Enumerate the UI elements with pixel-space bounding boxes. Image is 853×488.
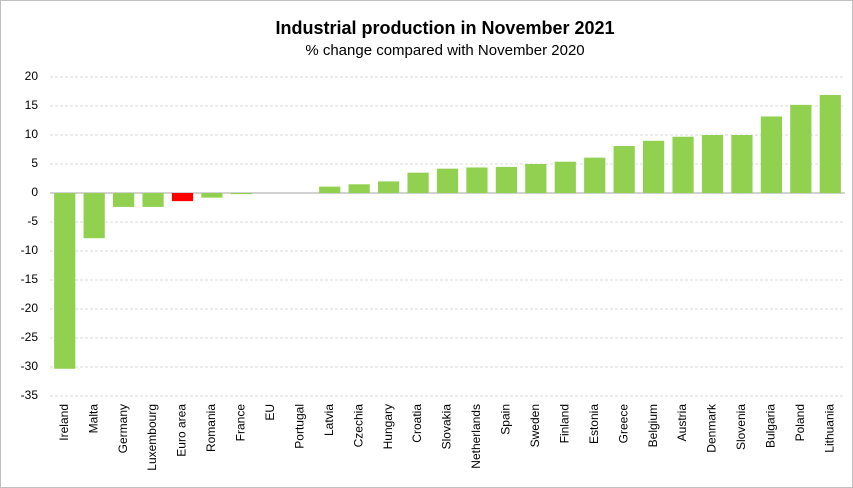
x-tick-label: France: [234, 404, 248, 442]
bar: [525, 164, 547, 193]
bar: [142, 193, 164, 207]
y-tick-label: -10: [21, 243, 39, 257]
bar: [554, 161, 576, 193]
bar: [790, 104, 812, 193]
bar: [348, 184, 370, 193]
x-tick-label: Malta: [86, 404, 100, 434]
y-tick-label: -30: [21, 359, 39, 373]
x-tick-label: Greece: [616, 404, 630, 444]
bar: [495, 166, 517, 193]
bar: [83, 193, 105, 239]
bar: [701, 135, 724, 193]
x-tick-label: Sweden: [528, 404, 542, 447]
x-tick-label: Bulgaria: [764, 404, 778, 448]
bar: [319, 186, 341, 193]
x-tick-label: Finland: [557, 404, 571, 443]
bar: [230, 193, 252, 195]
x-tick-label: Croatia: [410, 404, 424, 443]
y-tick-label: -15: [21, 272, 39, 286]
x-tick-label: Slovenia: [734, 404, 748, 450]
bar: [731, 135, 753, 193]
bar: [466, 167, 488, 193]
bar: [407, 172, 429, 193]
bar: [643, 140, 665, 193]
bar: [584, 157, 606, 193]
x-tick-label: Estonia: [587, 404, 601, 444]
x-tick-label: Ireland: [57, 404, 71, 441]
y-tick-label: -35: [21, 388, 39, 402]
bar: [819, 94, 841, 193]
x-tick-label: Latvia: [322, 404, 336, 436]
y-tick-label: 5: [31, 156, 38, 170]
x-tick-label: Czechia: [351, 404, 365, 448]
x-tick-label: Poland: [793, 404, 807, 441]
x-tick-label: Euro area: [175, 404, 189, 457]
x-tick-label: EU: [263, 404, 277, 421]
chart-subtitle: % change compared with November 2020: [305, 42, 584, 59]
x-tick-label: Portugal: [292, 404, 306, 449]
x-tick-label: Denmark: [705, 403, 719, 453]
bar: [171, 193, 194, 202]
bar: [378, 181, 400, 193]
bar: [760, 116, 782, 193]
y-tick-label: -25: [21, 330, 39, 344]
x-tick-label: Austria: [675, 404, 689, 442]
bar: [54, 193, 76, 369]
x-tick-label: Slovakia: [440, 404, 454, 450]
y-tick-label: 10: [25, 127, 39, 141]
x-tick-label: Germany: [116, 404, 130, 453]
chart-title: Industrial production in November 2021: [275, 18, 614, 38]
x-tick-label: Belgium: [646, 404, 660, 447]
bar: [672, 136, 694, 193]
y-tick-label: -5: [27, 214, 38, 228]
x-tick-label: Romania: [204, 404, 218, 452]
y-tick-label: 20: [25, 69, 39, 83]
y-tick-label: 15: [25, 98, 39, 112]
bar: [613, 146, 635, 193]
y-tick-label: 0: [31, 185, 38, 199]
x-tick-label: Hungary: [381, 404, 395, 449]
x-tick-label: Lithuania: [822, 404, 836, 453]
bar: [113, 193, 135, 207]
x-tick-label: Luxembourg: [145, 404, 159, 471]
bar: [201, 193, 223, 198]
y-tick-label: -20: [21, 301, 39, 315]
x-tick-label: Netherlands: [469, 404, 483, 469]
bar: [436, 168, 459, 193]
x-tick-label: Spain: [499, 404, 513, 435]
